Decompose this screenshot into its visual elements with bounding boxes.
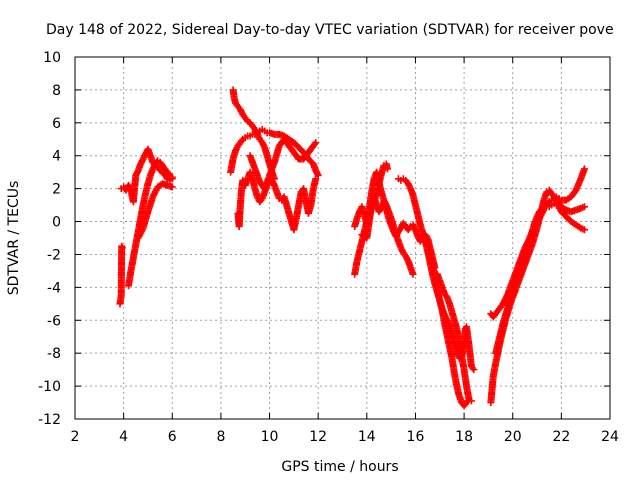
series-arc-c6 xyxy=(433,270,475,405)
tick-labels: 2 4 6 8 10 12 14 16 18 20 22 24-12-10-8-6-4-2024681… xyxy=(38,50,619,445)
data-point xyxy=(383,165,391,173)
chart-title: Day 148 of 2022, Sidereal Day-to-day VTE… xyxy=(46,22,614,38)
y-axis-label: SDTVAR / TECUs xyxy=(6,181,22,296)
x-tick-label: 24 xyxy=(601,429,619,445)
y-tick-label: 2 xyxy=(52,182,61,198)
data-point xyxy=(580,203,588,211)
x-tick-label: 22 xyxy=(552,429,570,445)
y-tick-label: -2 xyxy=(47,247,61,263)
y-tick-label: 4 xyxy=(52,149,61,165)
y-tick-label: 10 xyxy=(43,50,61,66)
series-arc-a1 xyxy=(116,242,126,308)
data-point xyxy=(168,173,176,181)
data-point xyxy=(469,364,477,372)
data-point xyxy=(168,183,176,191)
y-tick-label: 6 xyxy=(52,116,61,132)
data-point xyxy=(409,270,417,278)
x-tick-label: 4 xyxy=(119,429,128,445)
y-tick-label: -8 xyxy=(47,346,61,362)
data-point xyxy=(470,366,478,374)
series-arc-d2 xyxy=(487,165,588,321)
plot-frame xyxy=(74,56,611,420)
y-tick-label: -6 xyxy=(47,313,61,329)
series-arc-b2 xyxy=(227,125,322,179)
y-tick-label: 8 xyxy=(52,83,61,99)
x-tick-label: 2 xyxy=(71,429,80,445)
data-point xyxy=(312,175,320,183)
x-axis-label: GPS time / hours xyxy=(281,459,398,475)
y-tick-label: -12 xyxy=(38,412,61,428)
axis-ticks xyxy=(74,56,611,420)
y-tick-label: -4 xyxy=(47,280,61,296)
data-point xyxy=(118,244,126,252)
x-tick-label: 12 xyxy=(309,429,327,445)
series-arc-a4 xyxy=(134,180,176,242)
data-point xyxy=(312,139,320,147)
x-tick-label: 10 xyxy=(261,429,279,445)
x-tick-label: 8 xyxy=(216,429,225,445)
x-tick-label: 20 xyxy=(504,429,522,445)
data-point xyxy=(467,397,475,405)
x-tick-label: 18 xyxy=(455,429,473,445)
series-arc-d3 xyxy=(492,199,588,357)
data-point xyxy=(580,226,588,234)
y-tick-label: 0 xyxy=(52,215,61,231)
data-point xyxy=(580,165,588,173)
series-arc-b4 xyxy=(246,135,320,193)
series-arc-c4 xyxy=(394,175,473,410)
x-tick-label: 14 xyxy=(358,429,376,445)
x-tick-label: 16 xyxy=(407,429,425,445)
y-tick-label: -10 xyxy=(38,379,61,395)
x-tick-label: 6 xyxy=(168,429,177,445)
data-points xyxy=(116,86,588,410)
